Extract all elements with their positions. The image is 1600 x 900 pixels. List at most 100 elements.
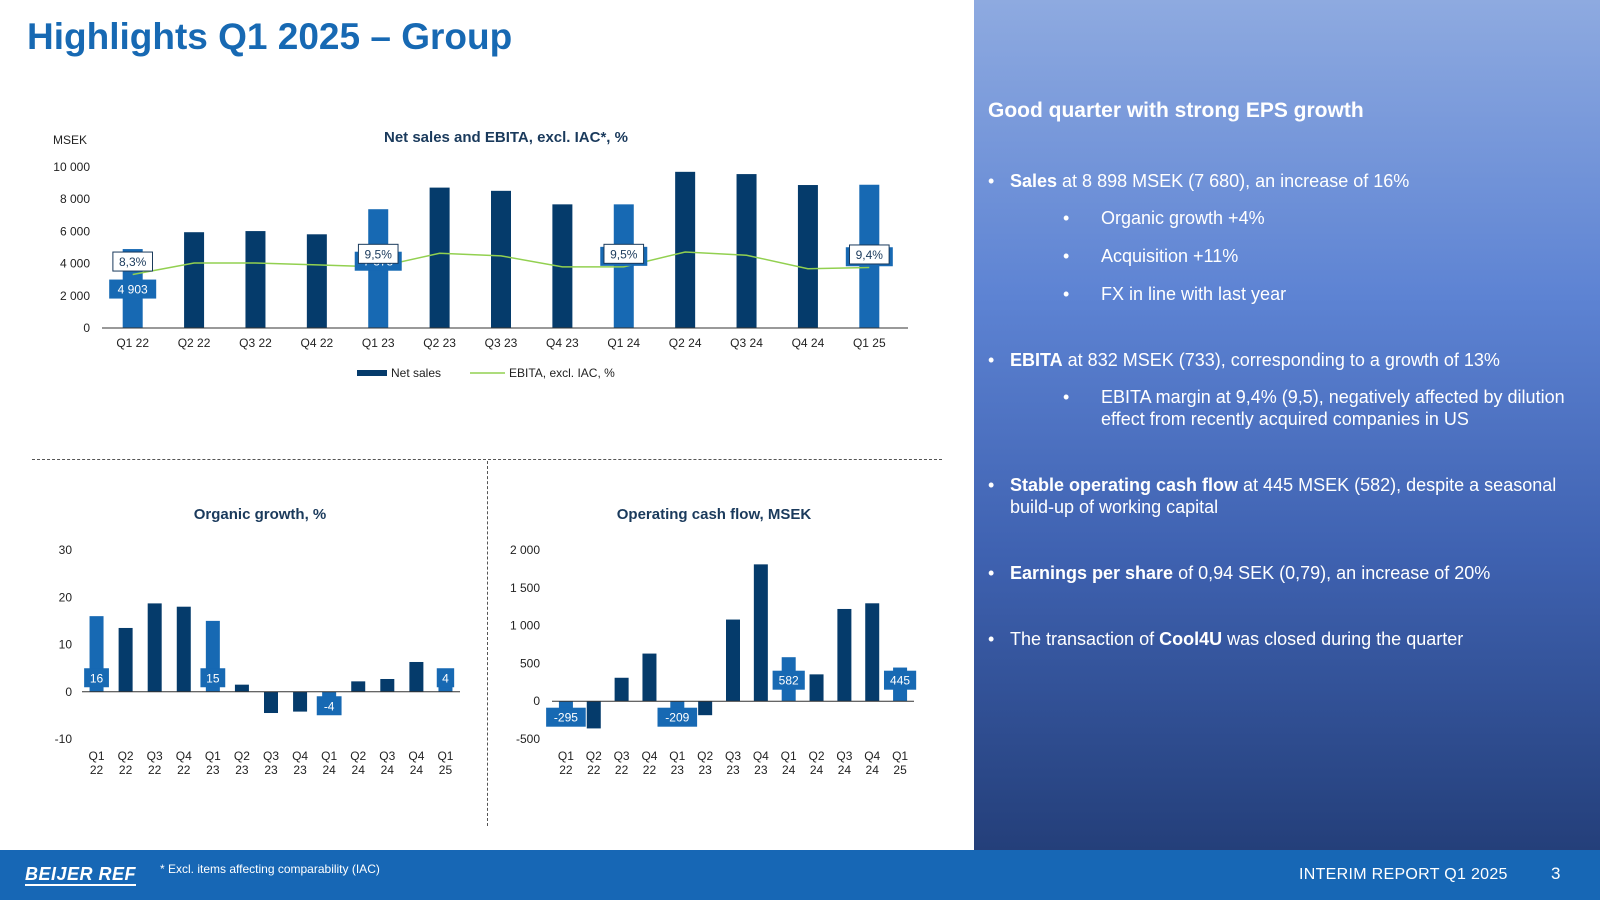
- bullet-text: FX in line with last year: [1101, 284, 1287, 304]
- x-tick-label: Q1 24: [607, 336, 640, 350]
- x-tick-label-year: 22: [90, 763, 104, 777]
- y-tick-label: 2 000: [60, 289, 90, 303]
- x-tick-label: Q2 24: [669, 336, 702, 350]
- horizontal-divider: [32, 459, 942, 460]
- bullet-bold: EBITA: [1010, 350, 1063, 370]
- x-tick-label: Q4 22: [300, 336, 333, 350]
- x-tick-label-quarter: Q2: [697, 749, 713, 763]
- x-tick-label-year: 23: [671, 763, 685, 777]
- y-tick-label: 500: [520, 656, 540, 670]
- x-tick-label-year: 24: [838, 763, 852, 777]
- bar: [698, 701, 713, 716]
- x-tick-label-quarter: Q4: [753, 749, 769, 763]
- x-tick-label-quarter: Q4: [864, 749, 880, 763]
- x-tick-label-year: 24: [866, 763, 880, 777]
- x-tick-label-quarter: Q4: [176, 749, 192, 763]
- x-tick-label-year: 22: [643, 763, 657, 777]
- page-number: 3: [1551, 864, 1561, 883]
- bullet-text: The transaction of: [1010, 629, 1160, 649]
- organic-growth-svg: Organic growth, %-100102030Q122Q222Q322Q…: [55, 506, 460, 777]
- net-sales-bar: [306, 234, 327, 328]
- y-tick-label: 10: [59, 638, 73, 652]
- bar: [380, 678, 395, 692]
- bar-value-label: -4: [324, 699, 335, 713]
- bullet-item: Organic growth +4%: [1063, 207, 1588, 229]
- bar: [753, 564, 768, 702]
- footnote: * Excl. items affecting comparability (I…: [160, 862, 380, 876]
- bar-label-box: [84, 668, 109, 688]
- y-tick-label: 1 500: [510, 581, 540, 595]
- net-sales-ebita-chart: Net sales and EBITA, excl. IAC*, % MSEK 0 2…: [30, 120, 940, 400]
- beijer-ref-logo: BEIJER REF: [25, 864, 137, 886]
- x-tick-label-year: 23: [754, 763, 768, 777]
- x-tick-label: Q4 23: [546, 336, 579, 350]
- bullet-item: EBITA margin at 9,4% (9,5), negatively a…: [1063, 386, 1588, 430]
- bullet-bold: Cool4U: [1159, 629, 1223, 649]
- chart-title: Organic growth, %: [194, 506, 327, 523]
- x-tick-label: Q3 24: [730, 336, 763, 350]
- bar-label-box: [316, 696, 342, 716]
- y-tick-label: 6 000: [60, 224, 90, 238]
- ebita-line: [132, 251, 870, 276]
- x-tick-label-year: 22: [559, 763, 573, 777]
- x-tick-label-quarter: Q2: [118, 749, 134, 763]
- bar: [293, 691, 308, 712]
- x-tick-label-quarter: Q4: [292, 749, 308, 763]
- ebita-label-box: [603, 243, 645, 264]
- x-tick-label: Q3 23: [485, 336, 518, 350]
- x-tick-label-quarter: Q2: [350, 749, 366, 763]
- bar-value-label: 15: [206, 671, 220, 685]
- x-tick-label: Q1 23: [362, 336, 395, 350]
- bar-value-label: -295: [554, 711, 578, 725]
- ebita-value-label: 9,5%: [365, 247, 393, 261]
- bullet-text: of 0,94 SEK (0,79), an increase of 20%: [1173, 563, 1491, 583]
- x-tick-label-quarter: Q3: [614, 749, 630, 763]
- bullet-text: Acquisition +11%: [1101, 246, 1239, 266]
- x-tick-label-year: 22: [119, 763, 133, 777]
- y-tick-label: 4 000: [60, 257, 90, 271]
- x-tick-label: Q1 22: [116, 336, 149, 350]
- y-tick-label: 0: [65, 685, 72, 699]
- x-tick-label-year: 22: [587, 763, 601, 777]
- highlights-panel: Good quarter with strong EPS growth Sale…: [974, 0, 1600, 850]
- bar: [865, 603, 880, 702]
- x-tick-label-quarter: Q3: [836, 749, 852, 763]
- x-tick-label-quarter: Q2: [586, 749, 602, 763]
- panel-heading: Good quarter with strong EPS growth: [988, 99, 1364, 122]
- bullet-bold: Stable operating cash flow: [1010, 475, 1239, 495]
- bullet-text: at 445 MSEK (582), despite a seasonal bu…: [1010, 475, 1557, 517]
- bar: [264, 691, 278, 714]
- y-tick-label: 0: [533, 694, 540, 708]
- bar-label-box: [436, 668, 455, 688]
- net-sales-bar: [429, 187, 450, 328]
- bullet-text: at 832 MSEK (733), corresponding to a gr…: [1062, 350, 1500, 370]
- net-sales-bar: [675, 171, 696, 328]
- x-tick-label-quarter: Q1: [781, 749, 797, 763]
- bar: [586, 701, 601, 729]
- x-tick-label-year: 23: [264, 763, 278, 777]
- bullet-item: FX in line with last year: [1063, 283, 1588, 305]
- bar-label-box: [657, 707, 698, 727]
- x-tick-label-quarter: Q2: [234, 749, 250, 763]
- bar: [614, 677, 629, 702]
- bar-label-box: [200, 668, 226, 688]
- y-tick-label: 30: [59, 543, 73, 557]
- x-tick-label-quarter: Q1: [321, 749, 337, 763]
- x-tick-label-year: 22: [177, 763, 191, 777]
- bar: [837, 608, 852, 702]
- operating-cash-flow-chart: Operating cash flow, MSEK -500 0 500 1 000 1 …: [500, 495, 920, 795]
- x-tick-label-quarter: Q1: [205, 749, 221, 763]
- x-tick-label-year: 24: [322, 763, 336, 777]
- y-tick-label: 20: [59, 590, 73, 604]
- x-tick-label-quarter: Q3: [379, 749, 395, 763]
- bar-label-box: [546, 707, 586, 727]
- x-tick-label-year: 23: [206, 763, 220, 777]
- bar-value-label: 445: [890, 674, 910, 688]
- highlights-list: Sales at 8 898 MSEK (7 680), an increase…: [988, 170, 1588, 666]
- bar-label-box: [772, 670, 805, 690]
- x-tick-label-quarter: Q1: [89, 749, 105, 763]
- y-tick-label: 2 000: [510, 543, 540, 557]
- bar: [642, 653, 657, 702]
- x-tick-label: Q4 24: [792, 336, 825, 350]
- footer: BEIJER REF * Excl. items affecting compa…: [0, 850, 1600, 900]
